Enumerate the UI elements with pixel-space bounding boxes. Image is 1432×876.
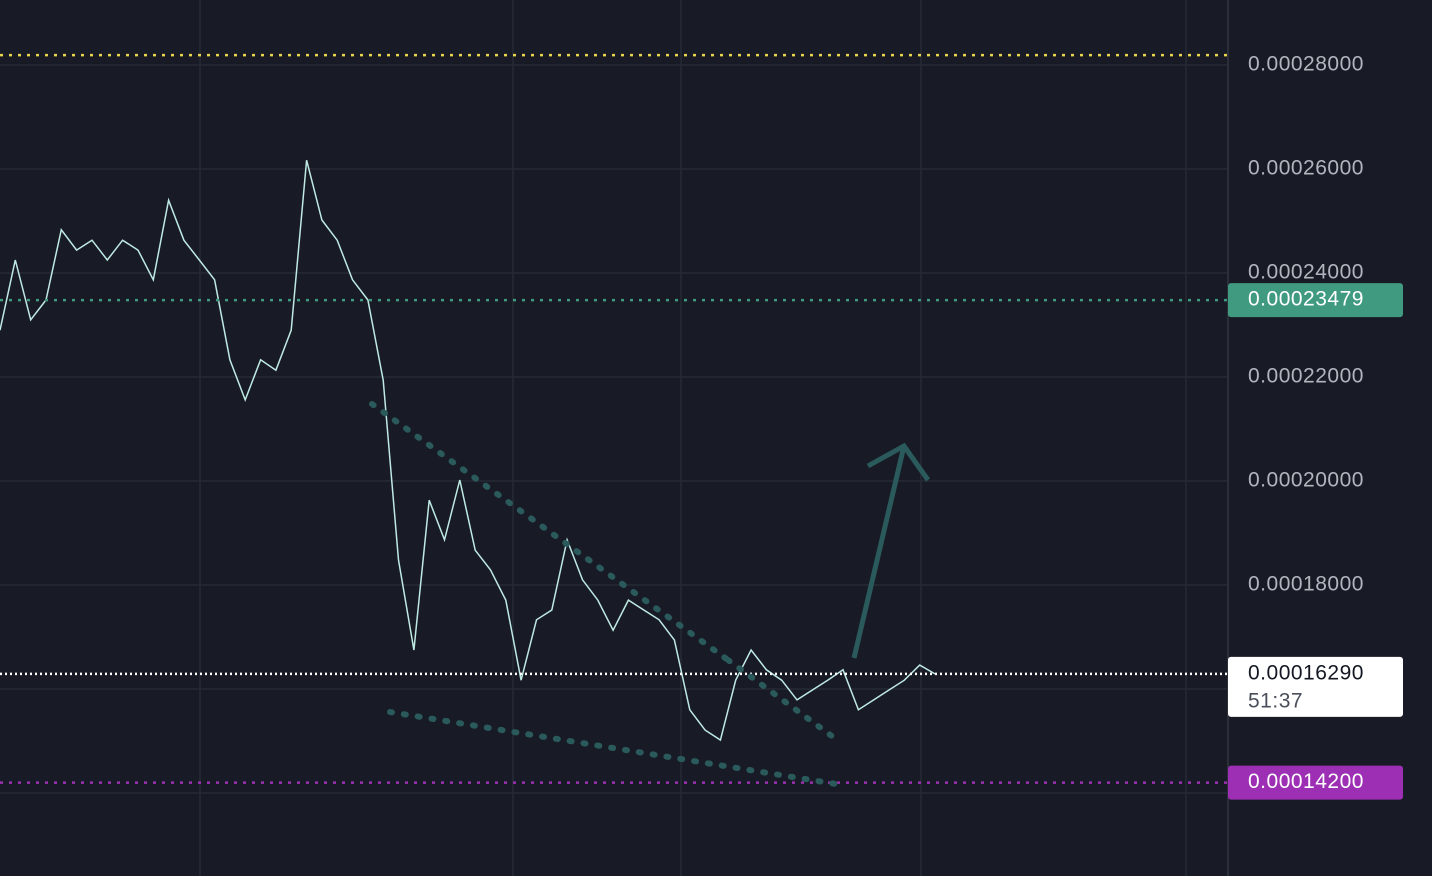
vertical-grid bbox=[199, 0, 1187, 876]
y-tick-label: 0.00028000 bbox=[1248, 53, 1364, 76]
arrow-head bbox=[866, 442, 931, 482]
y-tick-label: 0.00022000 bbox=[1248, 365, 1364, 388]
y-tick-label: 0.00026000 bbox=[1248, 157, 1364, 180]
price-line bbox=[0, 160, 936, 742]
arrow-shaft bbox=[851, 445, 907, 659]
y-tick-label: 0.00018000 bbox=[1248, 573, 1364, 596]
price-label: 0.00023479 bbox=[1248, 288, 1364, 311]
drawings bbox=[369, 401, 931, 787]
price-label-box bbox=[1228, 283, 1403, 318]
countdown: 51:37 bbox=[1248, 689, 1303, 712]
y-tick-label: 0.00020000 bbox=[1248, 469, 1364, 492]
price-label: 0.00014200 bbox=[1248, 770, 1364, 793]
price-label: 0.00016290 bbox=[1248, 661, 1364, 684]
price-label-box bbox=[1228, 765, 1403, 800]
trendline bbox=[369, 401, 731, 663]
trendline bbox=[387, 709, 839, 787]
trendline bbox=[725, 657, 843, 745]
y-tick-label: 0.00024000 bbox=[1248, 261, 1364, 284]
price-label-box bbox=[1228, 656, 1403, 717]
